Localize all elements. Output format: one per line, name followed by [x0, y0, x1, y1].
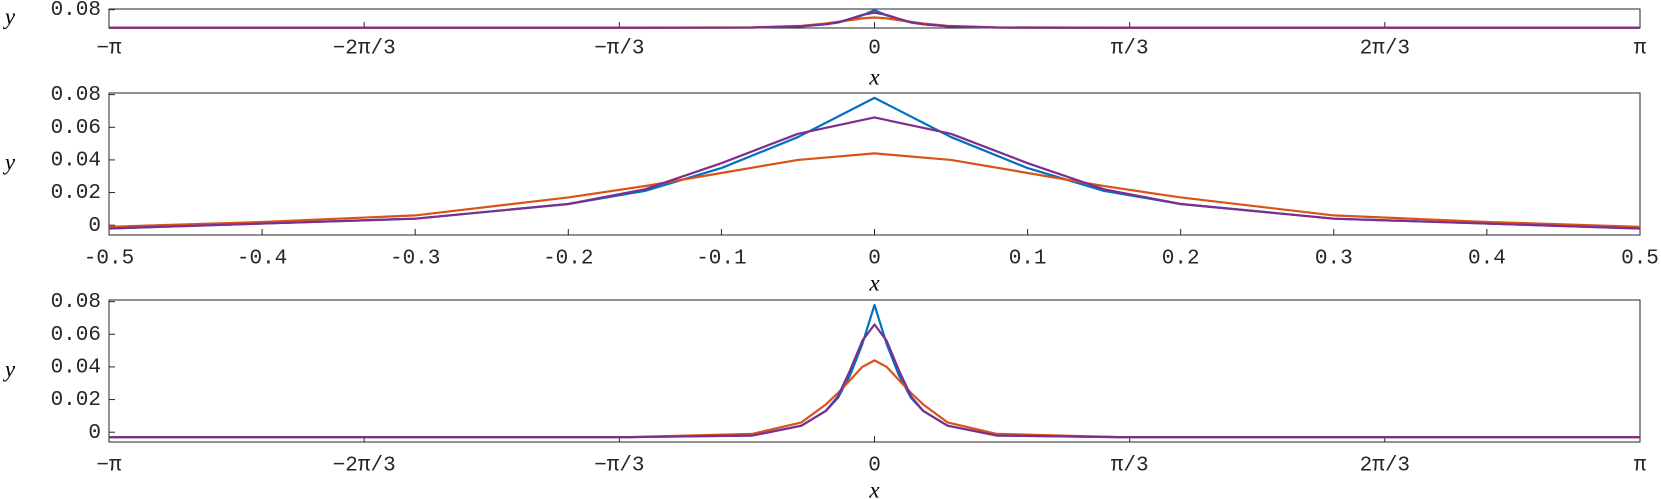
x-tick-label: −π/3: [594, 38, 644, 61]
x-axis-label: x: [868, 64, 880, 89]
x-tick-label: π/3: [1111, 455, 1149, 478]
x-tick-label: 0: [868, 38, 881, 61]
series-line: [109, 11, 1640, 29]
y-tick-label: 0.08: [51, 291, 101, 314]
x-tick-label: -0.4: [237, 248, 287, 271]
x-tick-label: −π: [96, 38, 122, 61]
x-tick-label: π: [1634, 455, 1647, 478]
x-axis-label: x: [868, 477, 880, 499]
x-tick-label: 0.3: [1315, 248, 1353, 271]
y-tick-label: 0.02: [51, 389, 101, 412]
x-tick-label: π: [1634, 38, 1647, 61]
x-tick-label: -0.1: [696, 248, 746, 271]
series-line: [108, 152, 1641, 228]
x-tick-label: −2π/3: [333, 38, 396, 61]
y-axis-label: y: [3, 4, 16, 29]
x-axis-label: x: [868, 270, 880, 295]
x-tick-label: 0: [868, 455, 881, 478]
x-tick-label: −π/3: [594, 455, 644, 478]
axes-box: [108, 92, 1641, 236]
x-tick-label: π/3: [1111, 38, 1149, 61]
x-tick-label: 0: [868, 248, 881, 271]
y-axis-label: y: [3, 149, 16, 174]
y-tick-label: 0.02: [51, 182, 101, 205]
x-tick-label: -0.2: [543, 248, 593, 271]
y-tick-label: 0: [88, 215, 101, 238]
y-axis-label: y: [3, 356, 16, 381]
y-tick-label: 0.06: [51, 324, 101, 347]
x-tick-label: −2π/3: [333, 455, 396, 478]
y-tick-label: 0.08: [51, 0, 101, 22]
x-tick-label: 2π/3: [1360, 455, 1410, 478]
y-tick-label: 0.06: [51, 117, 101, 140]
x-tick-label: −π: [96, 455, 122, 478]
x-tick-label: 2π/3: [1360, 38, 1410, 61]
axes-box: [108, 299, 1641, 443]
x-tick-label: 0.5: [1621, 248, 1659, 271]
y-tick-label: 0.04: [51, 356, 101, 379]
x-tick-label: 0.1: [1009, 248, 1047, 271]
x-tick-label: -0.5: [84, 248, 134, 271]
series-line: [108, 116, 1641, 230]
series-line: [109, 359, 1640, 439]
y-tick-label: 0.04: [51, 149, 101, 172]
series-line: [109, 323, 1640, 439]
x-tick-label: 0.4: [1468, 248, 1506, 271]
x-tick-label: 0.2: [1162, 248, 1200, 271]
y-tick-label: 0.08: [51, 84, 101, 107]
y-tick-label: 0: [88, 422, 101, 445]
x-tick-label: -0.3: [390, 248, 440, 271]
